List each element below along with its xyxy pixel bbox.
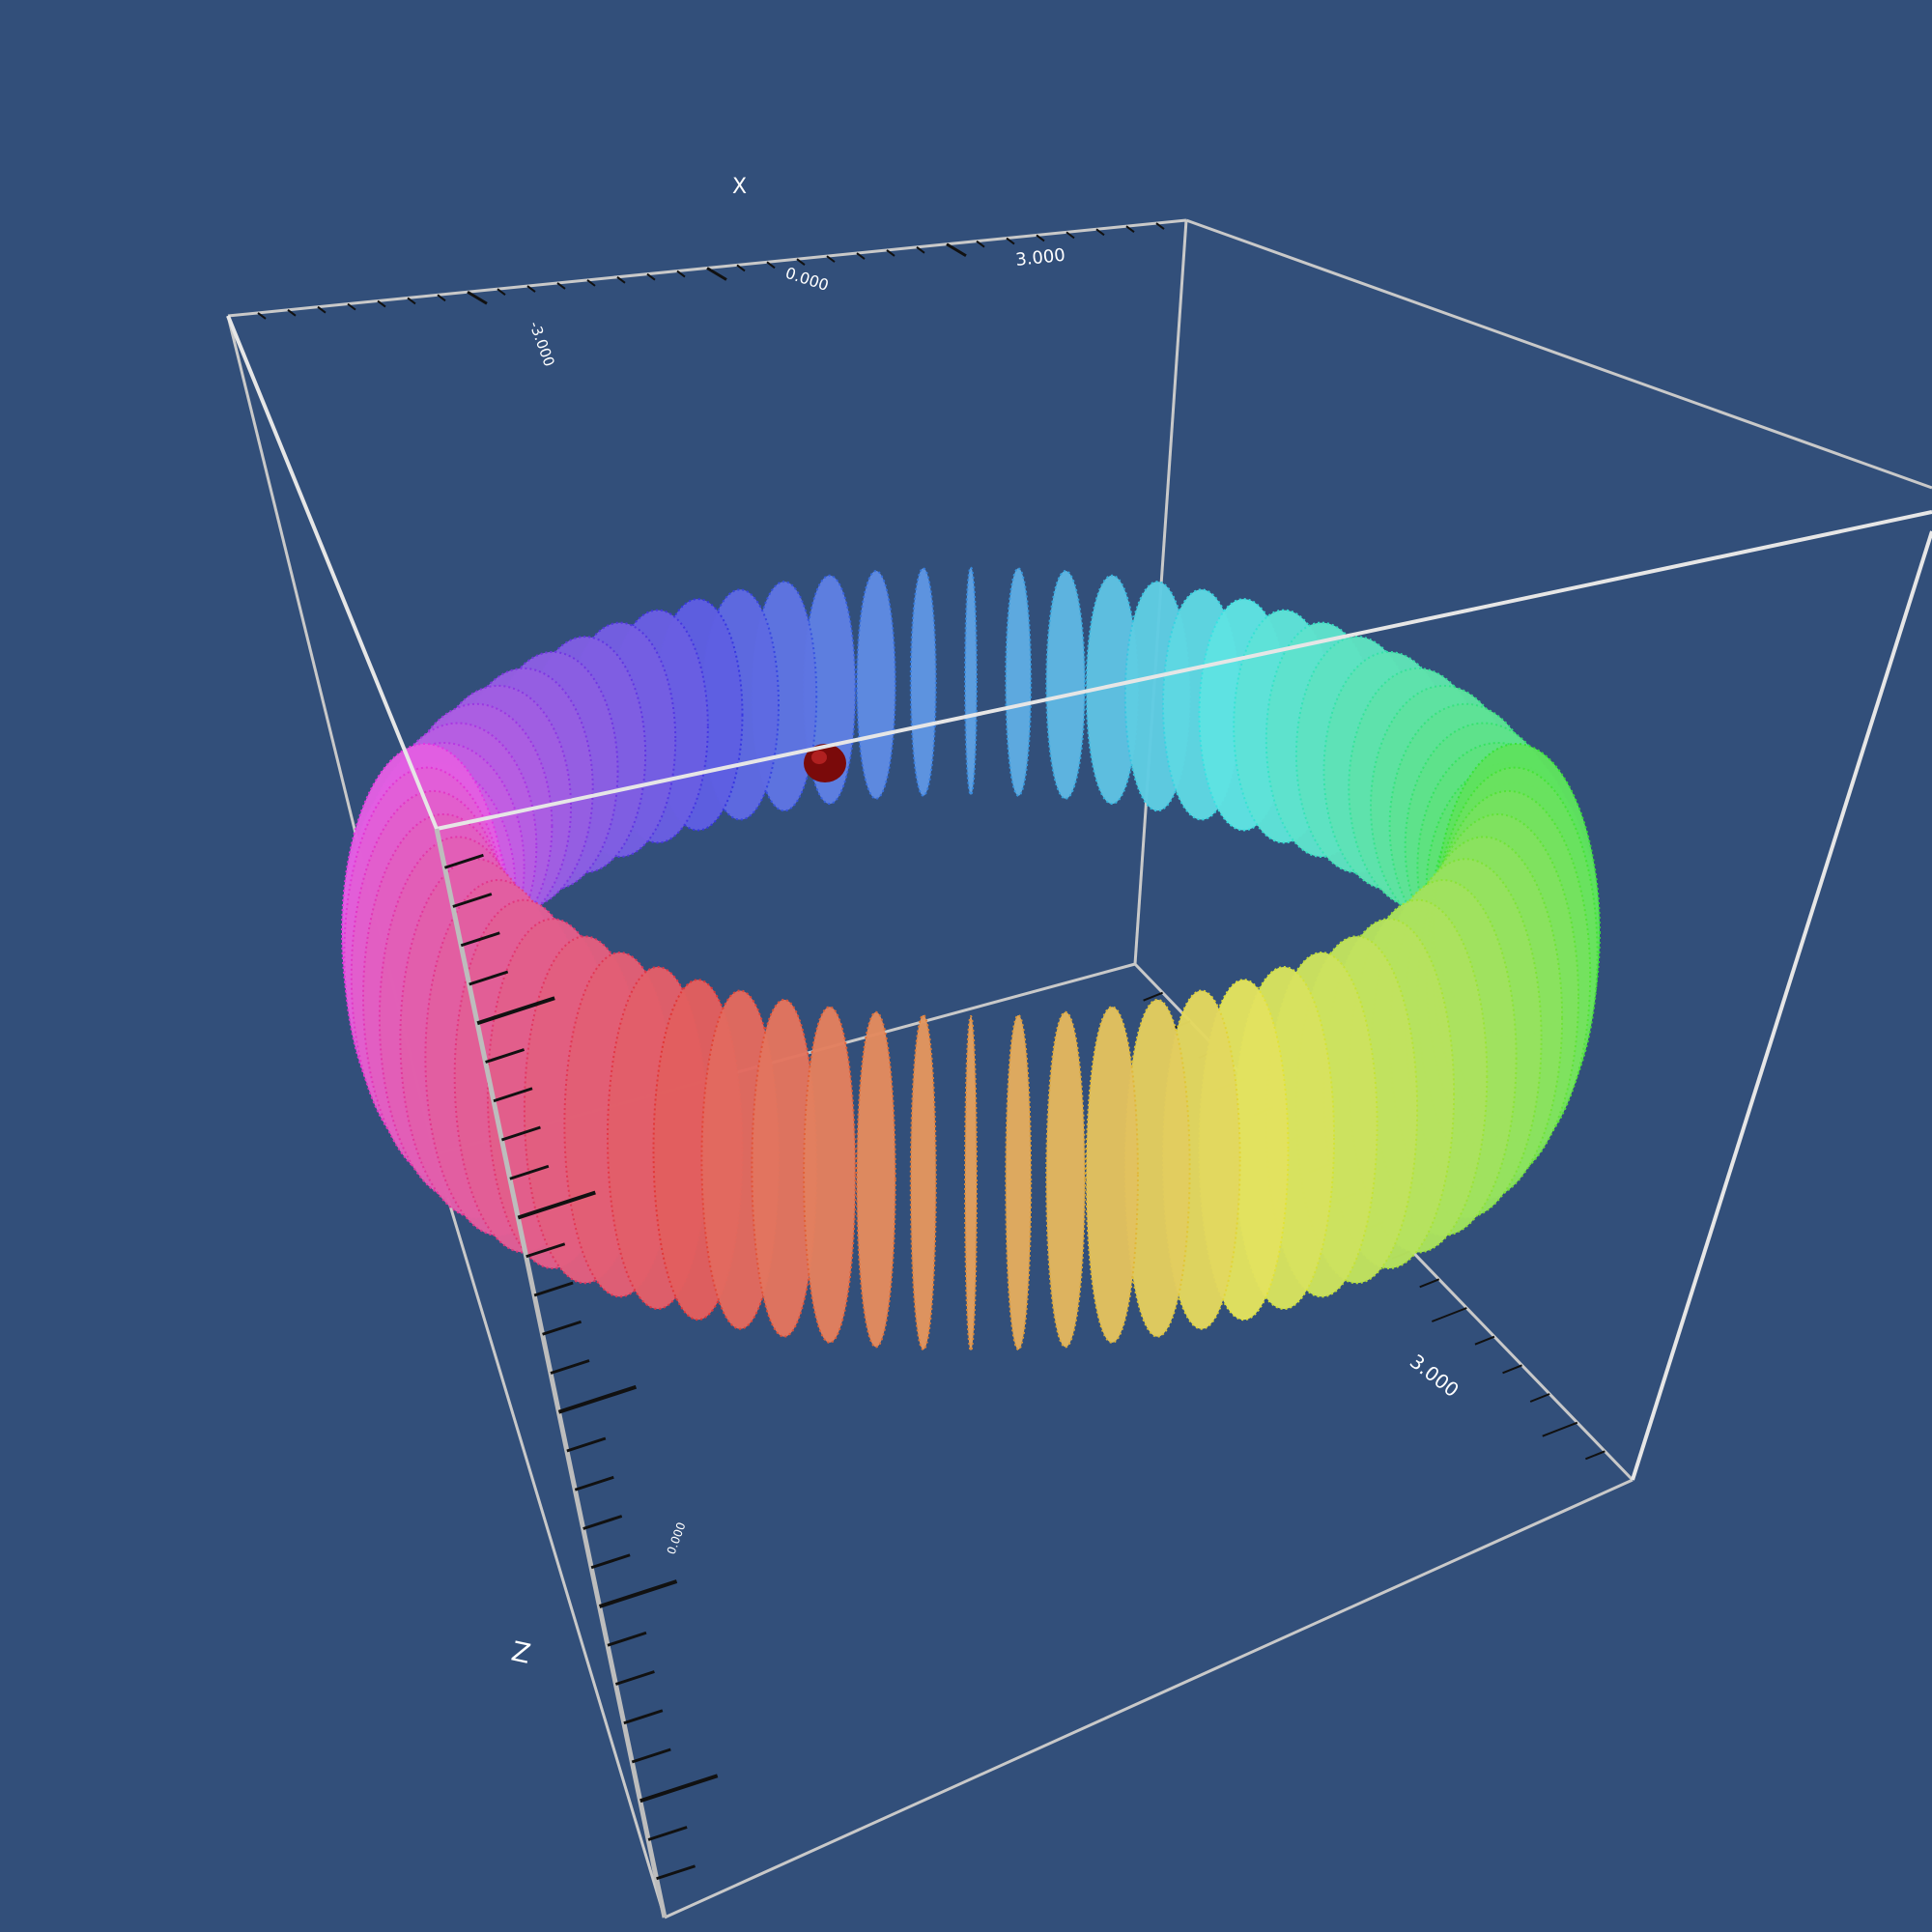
x-axis-tick [676, 270, 686, 278]
x-axis-tick [1155, 222, 1165, 230]
torus-disk [909, 1013, 937, 1351]
x-axis-tick [856, 252, 866, 260]
z-axis-tick [460, 931, 500, 948]
x-axis-tick [1125, 225, 1135, 233]
torus-disk [964, 566, 978, 796]
x-axis-tick [1036, 234, 1045, 242]
y-axis-tick [1585, 1450, 1605, 1461]
y-axis-tick [1474, 1335, 1495, 1346]
z-axis-tick [542, 1320, 582, 1336]
y-axis-tick [1431, 1307, 1467, 1322]
x-axis-title: X [732, 175, 747, 199]
torus-disk [1045, 570, 1086, 800]
x-axis-tick [646, 272, 656, 281]
z-axis-tick [639, 1774, 719, 1804]
x-axis-tick [616, 275, 626, 284]
x-axis-tick [586, 279, 596, 287]
z-axis-tick [517, 1190, 596, 1220]
box-edge [226, 315, 439, 830]
x-axis-tick [826, 255, 836, 263]
bounding-box-front [226, 315, 1932, 1918]
x-axis-tick [377, 299, 386, 308]
x-axis-tick [556, 282, 566, 290]
torus-disk [1005, 1013, 1033, 1351]
z-axis-tick [533, 1281, 574, 1297]
y-axis-tick [1502, 1364, 1522, 1375]
x-axis-tick [347, 302, 356, 311]
x-axis-tick [946, 242, 967, 258]
torus-disk [1005, 567, 1033, 797]
x-axis-tick [437, 294, 446, 302]
x-axis-tick [317, 305, 327, 314]
z-axis-tick [493, 1087, 533, 1103]
x-axis-tick [706, 267, 727, 281]
z-axis-tick [526, 1242, 566, 1259]
torus-disk [1045, 1010, 1086, 1349]
x-axis-tick [526, 285, 536, 293]
y-axis-tick [1529, 1393, 1550, 1403]
torus-disk [803, 1006, 857, 1344]
box-edge [664, 1478, 1634, 1919]
y-axis-tick [1542, 1421, 1578, 1437]
x-axis-tick [736, 264, 746, 272]
x-axis-tick [1095, 228, 1105, 237]
z-axis-ticks [443, 853, 719, 1881]
z-axis-tick [647, 1826, 688, 1841]
y-axis-tick [1143, 991, 1163, 1002]
x-axis-ticks [257, 222, 1165, 320]
z-axis-tick [574, 1475, 614, 1492]
z-axis-tick [631, 1747, 671, 1764]
box-edge [1185, 218, 1932, 490]
x-axis-tick [257, 312, 267, 320]
x-axis-tick [1006, 237, 1015, 245]
z-axis-tick [476, 996, 555, 1026]
x-axis-tick [886, 249, 895, 257]
z-axis-tick [469, 970, 509, 986]
z-axis-tick [557, 1384, 638, 1414]
x-axis-tick [766, 261, 776, 270]
x-axis-tick [287, 309, 297, 317]
x-axis-tick [1065, 231, 1075, 240]
y-axis-tick [1419, 1278, 1440, 1289]
z-axis-tick [590, 1553, 631, 1570]
z-axis-tick [443, 853, 484, 869]
marker-highlight [811, 751, 827, 764]
torus-point-cloud [341, 566, 1601, 1352]
box-edge [1631, 530, 1932, 1481]
torus-disk [856, 1010, 896, 1349]
box-edge [436, 510, 1932, 831]
z-axis-tick [656, 1864, 696, 1881]
x-axis-tick [497, 288, 506, 296]
z-axis-tick [485, 1048, 526, 1064]
torus-disk [909, 567, 937, 797]
z-axis-tick [509, 1164, 550, 1180]
z-axis-tick [598, 1579, 678, 1608]
x-axis-tick [916, 246, 925, 254]
torus-disk [964, 1014, 978, 1352]
x-axis-tick [976, 240, 985, 248]
z-axis-tick [550, 1359, 590, 1375]
z-axis-tick [582, 1515, 623, 1530]
torus-disk [856, 570, 896, 800]
z-axis-tick [623, 1709, 664, 1725]
box-edge [433, 1153, 667, 1918]
z-axis-tick [452, 893, 493, 908]
z-axis-tick [607, 1631, 647, 1647]
x-axis-tick [407, 297, 416, 305]
z-axis-tick [500, 1125, 541, 1142]
torus-disk [1085, 1006, 1139, 1344]
x-axis-tick [796, 258, 806, 267]
marker-sphere [804, 744, 846, 782]
z-axis-tick [566, 1436, 607, 1453]
z-axis-tick [614, 1670, 655, 1686]
x-axis-tick [467, 290, 488, 305]
